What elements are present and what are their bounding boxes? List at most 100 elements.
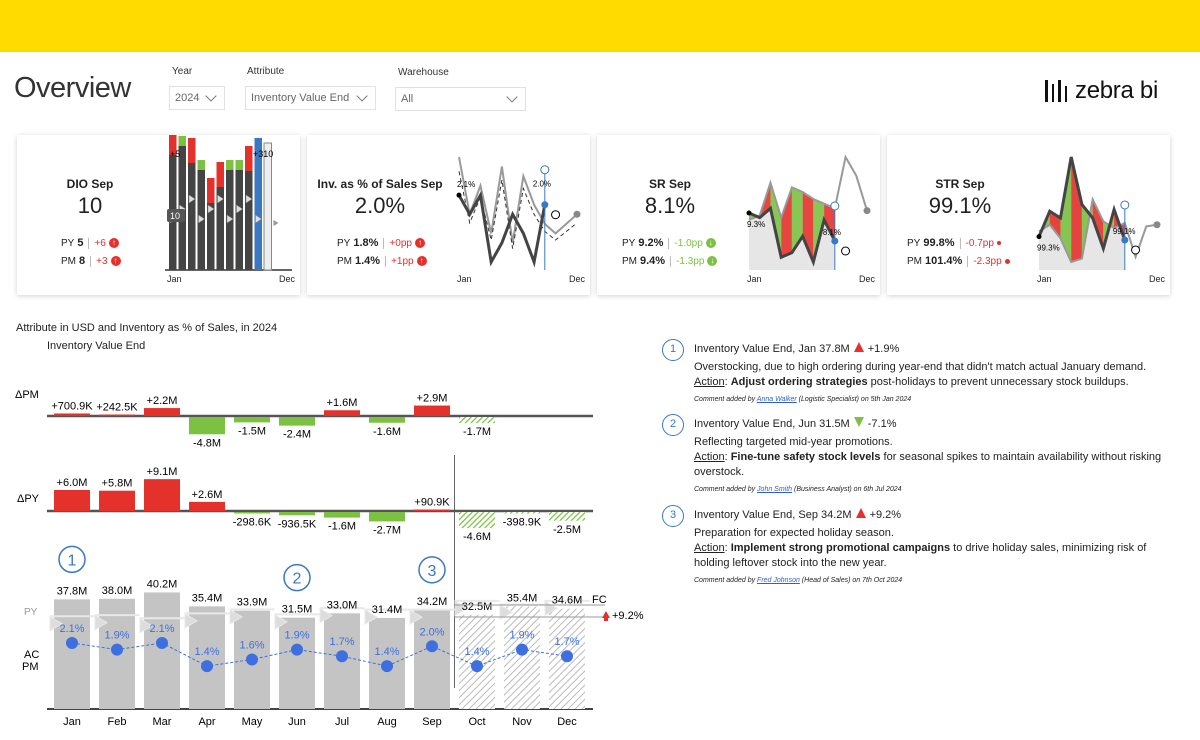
- kpi-card[interactable]: DIO Sep 10 PY 5 +6 ↑ PM 8 +3 ↑ Jan Dec +5 +310…: [17, 135, 300, 295]
- py-marker: [198, 214, 205, 224]
- pct-point[interactable]: [471, 660, 483, 673]
- author-link[interactable]: Fred Johnson: [757, 577, 800, 584]
- delta-label: -398.9K: [503, 517, 542, 529]
- comment-marker-2[interactable]: [283, 563, 311, 592]
- year-value: 2024: [175, 92, 200, 104]
- month-label: Jul: [335, 716, 349, 728]
- ac-value-label: 38.0M: [102, 585, 133, 597]
- logo-bars-icon: [1045, 80, 1067, 102]
- year-dropdown[interactable]: 2024: [169, 86, 225, 110]
- pct-point[interactable]: [111, 643, 123, 656]
- kpi-py-row: PY 1.8% +0pp ↑: [337, 237, 425, 249]
- pm-label: PM: [22, 661, 39, 673]
- comment-marker-1[interactable]: [58, 545, 86, 574]
- pm-delta: -2.3pp: [973, 255, 1002, 267]
- pct-point[interactable]: [201, 660, 213, 673]
- month-label: Oct: [468, 716, 485, 728]
- comment-action: Action: Fine-tune safety stock levels fo…: [694, 451, 1162, 478]
- delta-bar-jan: [54, 413, 90, 416]
- ac-bar-nov[interactable]: [504, 606, 540, 709]
- delta-bar-jun: [279, 512, 315, 516]
- data-label: 2.1%: [457, 180, 475, 189]
- ac-bar-jun[interactable]: [279, 617, 315, 709]
- delta-bar-dec: [549, 512, 585, 521]
- py-marker: [94, 614, 140, 631]
- comment-body: Reflecting targeted mid-year promotions.…: [694, 435, 1174, 497]
- brand-bar: [0, 0, 1200, 52]
- delta-label: -1.7M: [463, 426, 491, 438]
- pct-label: 1.4%: [194, 646, 219, 658]
- py-marker: [207, 204, 215, 214]
- author-link[interactable]: Anna Walker: [756, 396, 797, 403]
- delta-label: -1.6M: [373, 426, 401, 438]
- pct-point[interactable]: [426, 640, 438, 653]
- pct-point[interactable]: [291, 643, 303, 656]
- ac-bar-jan[interactable]: [54, 599, 90, 709]
- arrow-up-icon: [1004, 258, 1010, 264]
- py-label: PY: [24, 607, 38, 618]
- comment-meta: Comment added by Fred Johnson (Head of S…: [694, 577, 903, 584]
- x-axis-start: Jan: [457, 274, 472, 284]
- delta-bar-jun: [279, 417, 315, 426]
- pct-point[interactable]: [246, 653, 258, 666]
- ac-value-label: 32.5M: [462, 601, 493, 613]
- py-delta: -0.7pp: [965, 237, 994, 249]
- warehouse-dropdown[interactable]: All: [395, 87, 526, 111]
- py-point: [1120, 200, 1130, 210]
- pct-label: 1.7%: [554, 636, 579, 648]
- delta-label: -4.6M: [463, 531, 491, 543]
- delta-label: -4.8M: [193, 437, 221, 449]
- data-label: 99.1%: [1113, 227, 1136, 236]
- pct-point[interactable]: [156, 637, 168, 649]
- ac-value-label: 33.0M: [327, 599, 358, 611]
- ac-value-label: 34.2M: [417, 596, 448, 608]
- comment-delta: +1.9%: [867, 343, 900, 355]
- ac-bar-mar[interactable]: [144, 592, 180, 709]
- ac-label: AC: [24, 649, 39, 661]
- kpi-card[interactable]: STR Sep 99.1% PY 99.8% -0.7pp PM 101.4% -2…: [887, 135, 1170, 295]
- warehouse-value: All: [401, 93, 414, 105]
- pm-label: PM: [907, 255, 922, 267]
- kpi-value: 2.0%: [354, 193, 406, 218]
- pm-delta: -1.3pp: [676, 255, 705, 267]
- pm-value: 9.4%: [640, 255, 666, 267]
- dpm-label: ΔPM: [15, 389, 39, 401]
- ac-bar-apr[interactable]: [189, 606, 225, 709]
- pct-point[interactable]: [336, 650, 348, 663]
- delta-label: +2.2M: [147, 395, 178, 407]
- pm-label: PM: [337, 255, 352, 267]
- py-label: PY: [622, 237, 636, 249]
- month-label: May: [242, 716, 263, 728]
- delta-bar: [226, 160, 234, 170]
- start-point: [456, 192, 462, 198]
- kpi-py-row: PY 99.8% -0.7pp: [907, 237, 1001, 249]
- delta-label: -298.6K: [233, 517, 272, 529]
- pct-point[interactable]: [561, 650, 573, 663]
- chevron-down-icon: [506, 91, 518, 103]
- ac-bar-sep[interactable]: [414, 609, 450, 709]
- py-marker: [229, 608, 275, 625]
- author-link[interactable]: John Smith: [757, 486, 793, 493]
- py-marker: [409, 608, 455, 625]
- pct-point[interactable]: [381, 660, 393, 673]
- delta-bar-sep: [414, 405, 450, 416]
- comment-marker-3[interactable]: [418, 556, 446, 584]
- kpi-title: STR Sep: [935, 177, 985, 191]
- ac-value-label: 33.9M: [237, 597, 268, 609]
- month-label: Jan: [63, 716, 81, 728]
- kpi-card[interactable]: Inv. as % of Sales Sep 2.0% PY 1.8% +0pp ↑…: [307, 135, 590, 295]
- pct-label: 1.4%: [374, 646, 399, 658]
- pct-point[interactable]: [66, 637, 78, 649]
- pct-label: 2.0%: [419, 626, 444, 638]
- x-axis-start: Jan: [167, 274, 182, 284]
- py-value: 1.8%: [353, 237, 379, 249]
- delta-bar: [207, 178, 215, 203]
- delta-label: -2.7M: [373, 524, 401, 536]
- delta-label: +9.1M: [147, 466, 178, 478]
- year-filter-label: Year: [172, 66, 193, 77]
- kpi-card[interactable]: SR Sep 8.1% PY 9.2% -1.0pp ↓ PM 9.4% -1.3pp…: [597, 135, 880, 295]
- pct-label: 1.4%: [464, 646, 489, 658]
- attribute-dropdown[interactable]: Inventory Value End: [245, 86, 376, 110]
- py-marker: [319, 607, 365, 624]
- pct-point[interactable]: [516, 643, 528, 656]
